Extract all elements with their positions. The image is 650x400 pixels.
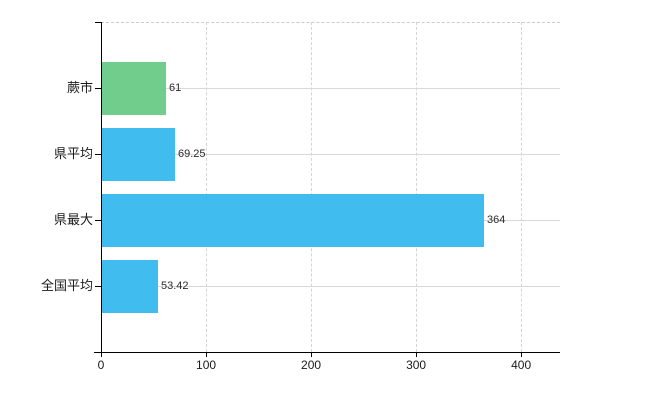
x-axis-tick-label-100: 100 [196, 358, 217, 372]
horizontal-gridline-1 [102, 154, 560, 155]
bar-3 [102, 260, 158, 313]
y-axis-category-label-3: 全国平均 [40, 278, 93, 293]
plot-top-border [101, 22, 560, 23]
x-axis-tick-300 [416, 352, 418, 357]
vertical-gridline-300 [416, 22, 418, 352]
bar-2 [102, 194, 484, 247]
x-axis-tick-label-200: 200 [301, 358, 322, 372]
x-axis-tick-label-400: 400 [511, 358, 532, 372]
y-axis-category-label-0: 蕨市 [66, 80, 93, 95]
y-axis-tick-3 [95, 286, 101, 287]
y-axis-tick-0 [95, 88, 101, 89]
bar-value-label-1: 69.25 [178, 148, 206, 160]
x-axis-tick-label-0: 0 [97, 358, 105, 372]
vertical-gridline-400 [521, 22, 523, 352]
vertical-gridline-200 [311, 22, 313, 352]
x-axis-tick-100 [206, 352, 208, 357]
y-axis-tick-top [95, 22, 101, 23]
bar-value-label-3: 53.42 [161, 280, 189, 292]
y-axis-category-label-1: 県平均 [53, 146, 93, 161]
x-axis-tick-label-300: 300 [406, 358, 427, 372]
bar-value-label-2: 364 [487, 214, 506, 226]
y-axis-tick-2 [95, 220, 101, 221]
bar-0 [102, 62, 166, 115]
bar-1 [102, 128, 175, 181]
y-axis-tick-1 [95, 154, 101, 155]
horizontal-gridline-0 [102, 88, 560, 89]
y-axis-line [101, 22, 102, 357]
vertical-gridline-100 [206, 22, 208, 352]
x-axis-line [94, 352, 560, 353]
y-axis-category-label-2: 県最大 [53, 212, 93, 227]
x-axis-tick-200 [311, 352, 313, 357]
x-axis-tick-400 [521, 352, 523, 357]
horizontal-gridline-3 [102, 286, 560, 287]
bar-value-label-0: 61 [169, 82, 182, 94]
